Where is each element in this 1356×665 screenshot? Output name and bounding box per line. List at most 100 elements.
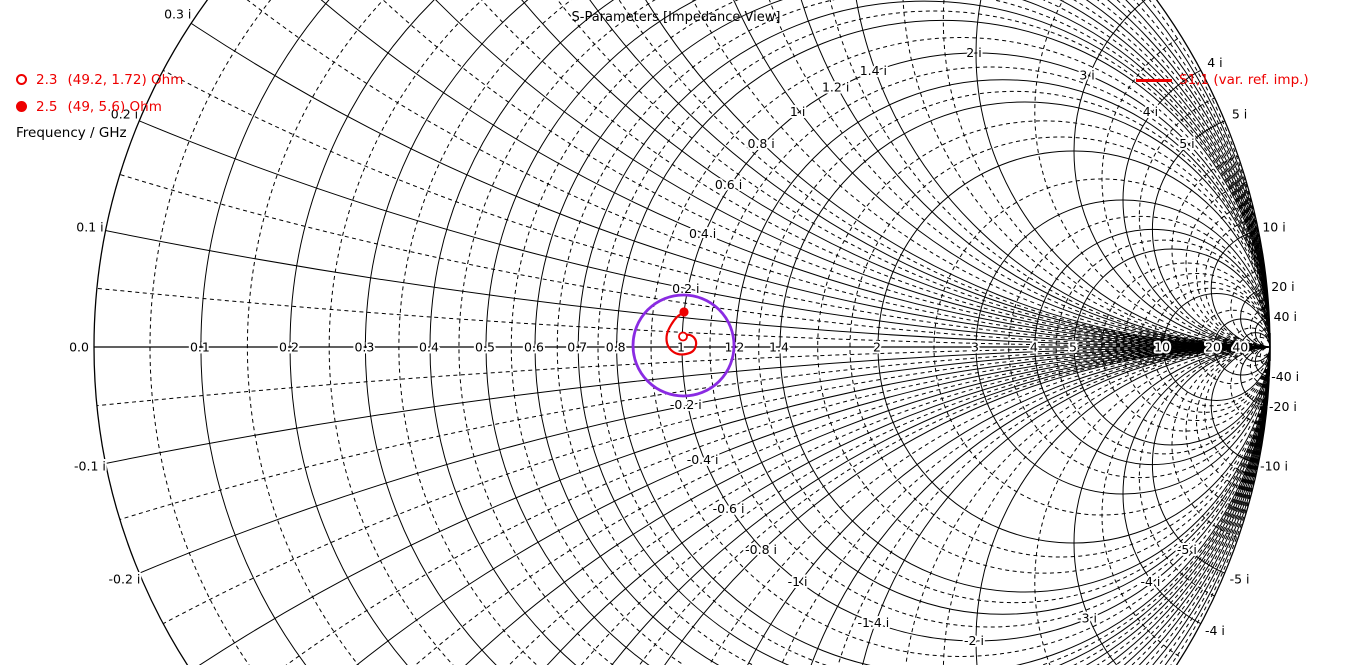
reactance-label: -1.4 i: [857, 615, 889, 630]
reactance-boundary-label: -40 i: [1271, 369, 1299, 384]
marker-legend: 2.3 (49.2, 1.72) Ohm 2.5 (49, 5.6) Ohm F…: [16, 66, 183, 141]
reactance-arc: [616, 0, 1270, 348]
resistance-axis-label: 0.2: [279, 340, 299, 355]
reactance-label: -5 i: [1177, 542, 1197, 557]
reactance-label: -3 i: [1077, 610, 1097, 625]
reactance-arc: [1101, 10, 1270, 348]
reactance-boundary-label: 20 i: [1271, 279, 1294, 294]
reactance-arc: [485, 0, 1270, 348]
resistance-axis-label: 2: [873, 340, 881, 355]
reactance-arc: [902, 346, 1270, 665]
reactance-boundary-label: -5 i: [1230, 571, 1250, 586]
frequency-axis-caption: Frequency / GHz: [16, 125, 127, 141]
reactance-arc: [1151, 346, 1270, 583]
marker-impedance: (49, 5.6) Ohm: [67, 98, 162, 115]
reactance-boundary-label: 0.2 i: [111, 107, 138, 122]
resistance-axis-label: 0.5: [475, 340, 495, 355]
reactance-label: -0.2 i: [670, 397, 702, 412]
reactance-arc: [975, 0, 1270, 348]
resistance-circle: [328, 0, 1270, 665]
reactance-label: -1 i: [788, 574, 808, 589]
resistance-axis-label: 20: [1205, 340, 1221, 355]
resistance-circle: [1008, 215, 1270, 479]
filled-circle-marker-icon: [16, 101, 27, 112]
reactance-arc: [1230, 268, 1270, 348]
open-circle-marker[interactable]: [678, 331, 688, 342]
trace-legend[interactable]: S1,1 (var. ref. imp.): [1136, 72, 1309, 88]
reactance-boundary-label: -0.1 i: [74, 459, 106, 474]
filled-circle-marker[interactable]: [679, 307, 689, 317]
marker-frequency: 2.3: [36, 71, 58, 88]
highlight-circle[interactable]: [631, 293, 736, 398]
reactance-label: 0.2 i: [672, 281, 699, 296]
resistance-axis-label: 1: [677, 340, 685, 355]
reactance-label: 1.4 i: [860, 63, 887, 78]
reactance-boundary-label: 0.3 i: [164, 7, 191, 22]
reactance-arc: [1185, 346, 1270, 516]
page-title: S-Parameters [Impedance View]: [571, 10, 781, 25]
reactance-label: -0.6 i: [713, 501, 745, 516]
resistance-axis-label: 0.6: [524, 340, 544, 355]
resistance-axis-label: 0.8: [606, 340, 626, 355]
resistance-circle: [1122, 273, 1270, 421]
reactance-arc: [1185, 178, 1270, 348]
reactance-label: -2 i: [964, 633, 984, 648]
reactance-arc: [1254, 346, 1270, 377]
reactance-label: -4 i: [1140, 574, 1160, 589]
reactance-label: 0.6 i: [715, 177, 742, 192]
reactance-arc: [1151, 111, 1270, 348]
reactance-arc: [1073, 346, 1270, 665]
reactance-arc: [1101, 346, 1270, 665]
marker-row[interactable]: 2.3 (49.2, 1.72) Ohm: [16, 66, 183, 93]
reactance-label: -0.4 i: [687, 452, 719, 467]
reactance-arc: [1073, 0, 1270, 348]
resistance-axis-label: 0.3: [354, 340, 374, 355]
reactance-label: 1.2 i: [822, 80, 849, 95]
resistance-axis-label: 0.7: [567, 340, 587, 355]
reactance-arc: [1254, 317, 1270, 348]
reactance-boundary-label: 5 i: [1232, 107, 1247, 122]
resistance-axis-label: 3: [971, 340, 979, 355]
reactance-arc: [1204, 346, 1270, 479]
reactance-boundary-label: 40 i: [1274, 309, 1297, 324]
reactance-arc: [1249, 346, 1270, 387]
trace-color-line-icon: [1136, 78, 1172, 82]
reactance-arc: [975, 346, 1270, 665]
marker-frequency: 2.5: [36, 98, 58, 115]
reactance-arc: [1204, 215, 1270, 348]
grid-labels: 0.0 0.1 0.2 0.3 0.4 0.5 0.6 0.7 0.8 1 1.2 1.4 2 3 4 5 10…: [67, 5, 1301, 650]
reactance-boundary-label: 10 i: [1262, 219, 1285, 234]
open-circle-marker-icon: [16, 74, 27, 85]
resistance-circle: [1055, 239, 1270, 455]
reactance-arc: [1034, 346, 1270, 665]
reactance-arc: [942, 346, 1270, 665]
resistance-axis-label: 40: [1232, 340, 1248, 355]
resistance-circle: [429, 0, 1270, 665]
reactance-label: -0.8 i: [745, 542, 777, 557]
reactance-arc: [1249, 307, 1270, 348]
reactance-boundary-label: -20 i: [1269, 399, 1297, 414]
resistance-circle: [650, 37, 1270, 657]
reactance-label: 5 i: [1179, 136, 1194, 151]
reactance-label: 0.8 i: [747, 136, 774, 151]
reactance-arc: [681, 346, 1270, 665]
reactance-boundary-label: -4 i: [1205, 623, 1225, 638]
reactance-label: 2 i: [966, 45, 981, 60]
reactance-label: 0.4 i: [689, 226, 716, 241]
resistance-axis-label: 0.4: [419, 340, 439, 355]
reactance-label: 1 i: [790, 104, 805, 119]
resistance-axis-label: 5: [1069, 340, 1077, 355]
resistance-circle: [817, 120, 1270, 574]
resistance-axis-label: 0.1: [190, 340, 210, 355]
reactance-label: 3 i: [1079, 68, 1094, 83]
s11-trace[interactable]: [665, 310, 698, 356]
marker-impedance: (49.2, 1.72) Ohm: [67, 71, 184, 88]
resistance-axis-label: 10: [1154, 340, 1170, 355]
reactance-arc: [1230, 346, 1270, 426]
resistance-axis-label: 4: [1030, 340, 1038, 355]
marker-row[interactable]: 2.5 (49, 5.6) Ohm: [16, 93, 183, 120]
reactance-arc: [1034, 0, 1270, 348]
resistance-axis-label: 0.0: [69, 340, 89, 355]
